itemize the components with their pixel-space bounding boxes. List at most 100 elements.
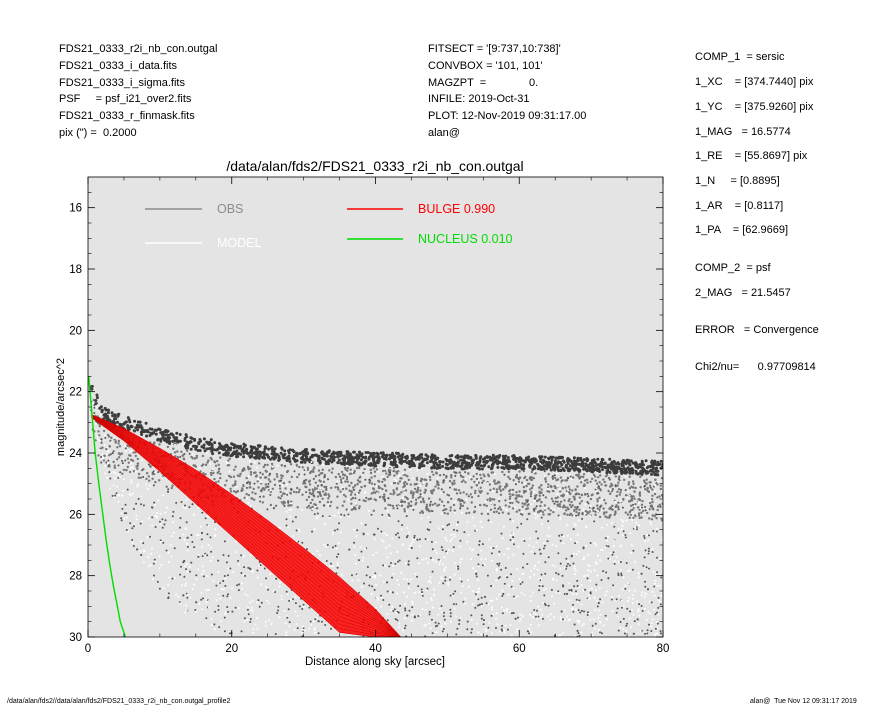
obs-point bbox=[304, 478, 308, 482]
obs-point bbox=[113, 417, 116, 421]
obs-point bbox=[397, 626, 400, 629]
obs-point bbox=[450, 476, 453, 479]
obs-point bbox=[372, 554, 375, 556]
obs-point bbox=[380, 596, 383, 599]
obs-point bbox=[486, 482, 489, 485]
obs-point bbox=[485, 602, 488, 605]
obs-point bbox=[615, 598, 618, 601]
obs-point bbox=[431, 606, 434, 609]
obs-point bbox=[323, 543, 326, 546]
obs-point bbox=[486, 498, 489, 501]
obs-point bbox=[414, 457, 418, 461]
obs-point bbox=[518, 470, 521, 473]
obs-point bbox=[260, 601, 263, 604]
obs-point bbox=[592, 509, 595, 513]
obs-point bbox=[345, 478, 349, 481]
obs-point bbox=[526, 500, 529, 503]
obs-point bbox=[424, 608, 427, 611]
obs-point bbox=[536, 609, 538, 612]
obs-point bbox=[559, 456, 563, 460]
obs-point bbox=[449, 506, 452, 509]
obs-point bbox=[640, 516, 643, 519]
obs-point bbox=[626, 513, 630, 516]
obs-point bbox=[144, 421, 148, 425]
obs-point bbox=[503, 525, 505, 528]
obs-point bbox=[110, 411, 114, 415]
obs-point bbox=[529, 492, 533, 496]
obs-point bbox=[187, 441, 191, 444]
obs-point bbox=[103, 444, 106, 447]
obs-point bbox=[404, 609, 407, 612]
obs-point bbox=[329, 504, 332, 508]
obs-point bbox=[415, 476, 419, 480]
obs-point bbox=[605, 590, 608, 593]
obs-point bbox=[432, 594, 435, 596]
obs-point bbox=[528, 477, 531, 480]
obs-point bbox=[232, 490, 236, 493]
obs-point bbox=[626, 459, 630, 463]
obs-point bbox=[285, 510, 288, 513]
obs-point bbox=[599, 631, 601, 634]
obs-point bbox=[443, 569, 446, 572]
obs-point bbox=[484, 595, 486, 598]
obs-point bbox=[533, 609, 536, 611]
obs-point bbox=[206, 554, 209, 557]
obs-point bbox=[575, 553, 578, 555]
obs-point bbox=[556, 500, 559, 503]
obs-point bbox=[648, 623, 650, 626]
obs-point bbox=[553, 502, 556, 505]
obs-point bbox=[523, 460, 527, 464]
obs-point bbox=[220, 588, 223, 591]
obs-point bbox=[499, 508, 503, 511]
obs-point bbox=[617, 508, 620, 511]
obs-point bbox=[460, 467, 464, 471]
obs-point bbox=[438, 581, 441, 584]
obs-point bbox=[382, 564, 385, 567]
obs-point bbox=[430, 597, 433, 600]
obs-point bbox=[529, 595, 532, 598]
obs-point bbox=[591, 459, 595, 463]
obs-point bbox=[225, 479, 228, 482]
obs-point bbox=[576, 457, 580, 461]
obs-point bbox=[193, 438, 197, 442]
obs-point bbox=[105, 453, 108, 456]
obs-point bbox=[189, 570, 191, 573]
obs-point bbox=[489, 488, 492, 492]
obs-point bbox=[296, 614, 299, 617]
obs-point bbox=[430, 540, 433, 543]
obs-point bbox=[400, 458, 403, 462]
obs-point bbox=[432, 461, 436, 464]
obs-point bbox=[317, 515, 319, 518]
obs-point bbox=[470, 496, 474, 499]
obs-point bbox=[584, 545, 587, 548]
obs-point bbox=[537, 464, 541, 468]
obs-point bbox=[241, 582, 244, 585]
obs-point bbox=[270, 467, 274, 470]
obs-point bbox=[406, 505, 409, 508]
obs-point bbox=[279, 490, 282, 494]
obs-point bbox=[601, 458, 605, 462]
obs-point bbox=[373, 483, 376, 486]
obs-point bbox=[657, 463, 661, 467]
obs-point bbox=[566, 592, 569, 595]
obs-point bbox=[660, 465, 663, 469]
obs-point bbox=[629, 509, 633, 512]
obs-point bbox=[434, 625, 437, 628]
obs-point bbox=[447, 584, 450, 586]
obs-point bbox=[189, 447, 193, 451]
obs-point bbox=[117, 464, 120, 467]
obs-point bbox=[217, 451, 221, 455]
obs-point bbox=[411, 538, 414, 540]
obs-point bbox=[111, 452, 114, 455]
obs-point bbox=[202, 437, 206, 441]
obs-point bbox=[449, 576, 452, 579]
obs-point bbox=[403, 591, 405, 594]
obs-point bbox=[438, 474, 442, 477]
obs-point bbox=[106, 411, 110, 415]
obs-point bbox=[562, 535, 565, 538]
obs-point bbox=[386, 556, 389, 559]
obs-point bbox=[652, 570, 655, 573]
obs-point bbox=[475, 477, 479, 481]
obs-point bbox=[596, 605, 599, 608]
obs-point bbox=[336, 495, 339, 498]
